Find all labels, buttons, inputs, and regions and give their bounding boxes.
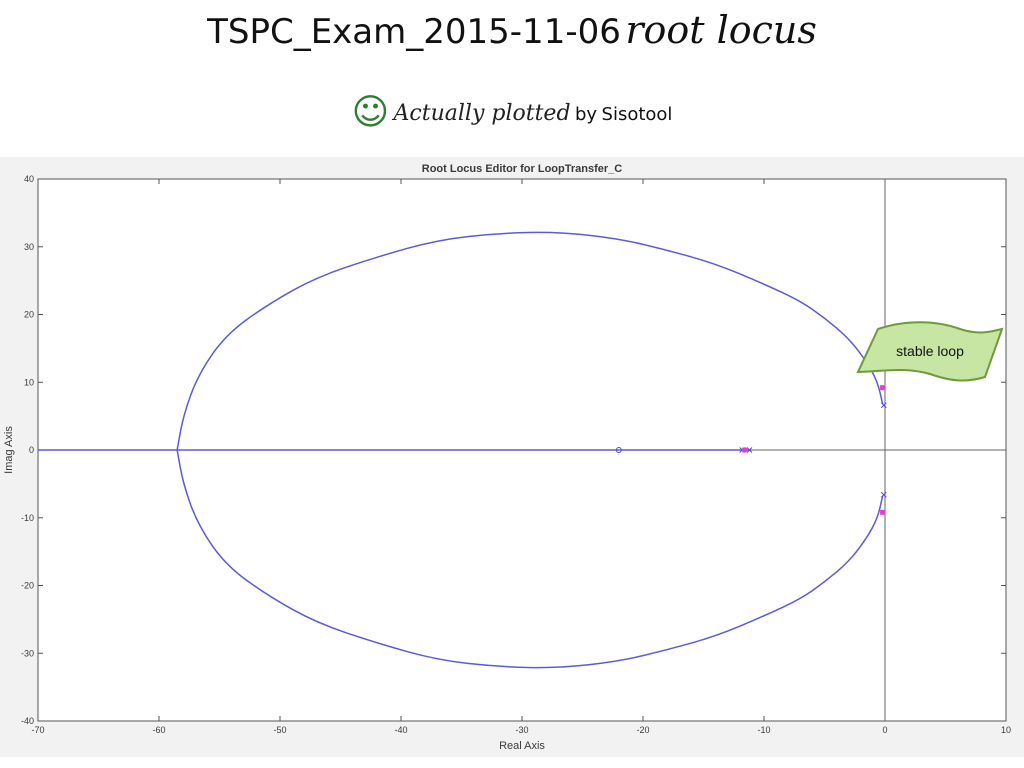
open-loop-pole-marker xyxy=(880,491,887,498)
x-tick-label: 0 xyxy=(882,725,887,735)
x-tick-label: -30 xyxy=(515,725,528,735)
y-tick-label: 10 xyxy=(24,377,34,387)
locus-branch-upper xyxy=(176,231,884,451)
open-loop-pole-marker xyxy=(746,447,753,453)
y-axis-label: Imag Axis xyxy=(3,426,15,474)
locus-branches xyxy=(38,231,884,669)
closed-loop-pole-marker xyxy=(880,509,886,515)
x-tick-label: -20 xyxy=(636,725,649,735)
locus-branch-lower xyxy=(176,449,884,669)
slide-title: TSPC_Exam_2015-11-06 root locus xyxy=(0,8,1024,52)
subtitle-by: by xyxy=(574,104,598,125)
smiley-icon: ☺ xyxy=(351,92,390,133)
x-tick-label: 10 xyxy=(1001,725,1011,735)
stable-loop-callout: stable loop xyxy=(856,321,1004,382)
title-italic: root locus xyxy=(625,8,817,52)
open-loop-zero-marker xyxy=(615,447,622,453)
x-tick-label: -50 xyxy=(273,725,286,735)
title-main: TSPC_Exam_2015-11-06 xyxy=(207,12,621,52)
open-loop-pole-marker xyxy=(880,402,887,409)
chart-title: Root Locus Editor for LoopTransfer_C xyxy=(422,163,623,175)
y-tick-label: -20 xyxy=(21,581,34,591)
x-tick-label: -60 xyxy=(152,725,165,735)
y-tick-label: 30 xyxy=(24,242,34,252)
axis-ticks: -70 -60 -50 -40 -30 -20 -10 0 10 -40 -30 -20 -10 0 10 2… xyxy=(21,174,1011,735)
closed-loop-pole-marker xyxy=(742,447,748,453)
y-tick-label: -10 xyxy=(21,513,34,523)
y-tick-label: -30 xyxy=(21,648,34,658)
y-tick-label: 40 xyxy=(24,174,34,184)
y-tick-label: -40 xyxy=(21,716,34,726)
x-tick-label: -10 xyxy=(757,725,770,735)
root-locus-editor: Root Locus Editor for LoopTransfer_C -70… xyxy=(0,157,1024,757)
subtitle: ☺ Actually plotted by Sisotool xyxy=(0,92,1024,133)
callout-flag xyxy=(856,321,1004,382)
closed-loop-pole-marker xyxy=(880,385,886,391)
x-axis-label: Real Axis xyxy=(499,740,545,752)
subtitle-tool: Sisotool xyxy=(601,104,673,125)
callout-label: stable loop xyxy=(896,343,964,359)
x-tick-label: -40 xyxy=(394,725,407,735)
y-tick-label: 0 xyxy=(29,445,34,455)
subtitle-italic: Actually plotted xyxy=(393,101,571,126)
pole-zero-markers xyxy=(615,385,887,515)
root-locus-chart: Root Locus Editor for LoopTransfer_C -70… xyxy=(3,163,1011,752)
y-tick-label: 20 xyxy=(24,310,34,320)
x-tick-label: -70 xyxy=(31,725,44,735)
